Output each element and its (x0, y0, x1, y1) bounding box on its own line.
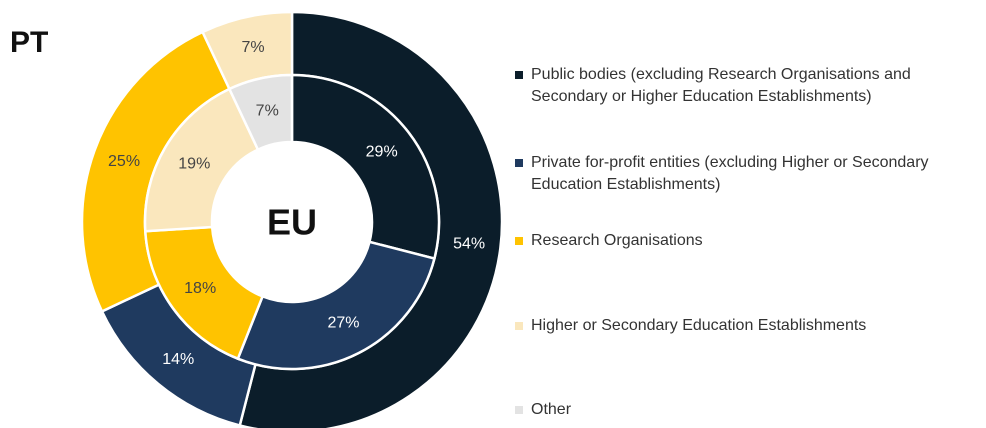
legend-item: Other (515, 399, 980, 421)
legend-label: Research Organisations (531, 232, 703, 249)
legend-label: Private for-profit entities (excluding H… (531, 154, 929, 193)
legend-item: Public bodies (excluding Research Organi… (515, 64, 980, 108)
legend-swatch (515, 406, 523, 414)
legend-item: Higher or Secondary Education Establishm… (515, 315, 980, 337)
data-label: 27% (328, 314, 360, 331)
donut-segment (143, 87, 260, 233)
data-label: 19% (178, 155, 210, 172)
data-label: 25% (108, 153, 140, 170)
legend-item: Private for-profit entities (excluding H… (515, 152, 980, 196)
legend-label: Public bodies (excluding Research Organi… (531, 66, 911, 105)
inner-label: EU (267, 202, 317, 243)
data-label: 7% (241, 39, 264, 56)
legend-label: Higher or Secondary Education Establishm… (531, 317, 867, 334)
legend-swatch (515, 237, 523, 245)
data-label: 18% (184, 280, 216, 297)
data-label: 54% (453, 236, 485, 253)
legend-swatch (515, 322, 523, 330)
donut-segment (236, 240, 436, 371)
donut-segment (290, 73, 441, 261)
data-label: 29% (366, 144, 398, 161)
legend-label: Other (531, 401, 572, 418)
legend-swatch (515, 71, 523, 79)
data-label: 7% (256, 102, 279, 119)
donut-segment (227, 73, 294, 152)
data-label: 14% (162, 351, 194, 368)
outer-label: PT (10, 26, 48, 59)
legend-item: Research Organisations (515, 230, 980, 252)
legend-swatch (515, 159, 523, 167)
